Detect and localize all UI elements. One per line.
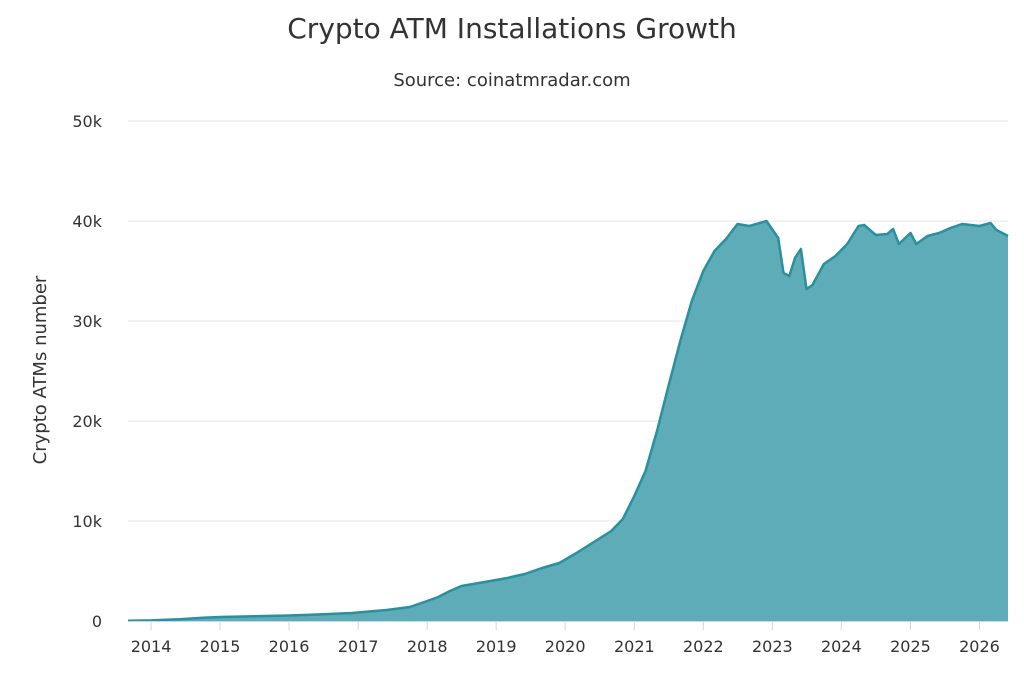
area-layer bbox=[127, 219, 1009, 622]
x-axis-ticks: 2014 2015 2016 2017 2018 2019 2020 2021 2022 2023… bbox=[128, 621, 1008, 656]
y-tick-label: 20k bbox=[72, 412, 102, 431]
y-tick-label: 40k bbox=[72, 212, 102, 231]
x-tick-label: 2016 bbox=[269, 637, 310, 656]
x-tick-label: 2026 bbox=[959, 637, 1000, 656]
x-tick-label: 2019 bbox=[476, 637, 517, 656]
x-tick-label: 2017 bbox=[338, 637, 379, 656]
y-axis-label: Crypto ATMs number bbox=[30, 275, 51, 464]
y-axis-ticks: 0 10k 20k 30k 40k 50k bbox=[72, 112, 102, 631]
x-tick-label: 2022 bbox=[683, 637, 724, 656]
chart-subtitle: Source: coinatmradar.com bbox=[393, 70, 631, 91]
y-tick-label: 10k bbox=[72, 512, 102, 531]
x-tick-label: 2020 bbox=[545, 637, 586, 656]
y-tick-label: 30k bbox=[72, 312, 102, 331]
x-tick-label: 2015 bbox=[200, 637, 241, 656]
chart-title: Crypto ATM Installations Growth bbox=[287, 12, 737, 45]
y-tick-label: 50k bbox=[72, 112, 102, 131]
x-tick-label: 2021 bbox=[614, 637, 655, 656]
x-tick-label: 2014 bbox=[131, 637, 172, 656]
x-tick-label: 2018 bbox=[407, 637, 448, 656]
x-tick-label: 2023 bbox=[752, 637, 793, 656]
series-line bbox=[127, 219, 1009, 622]
y-tick-label: 0 bbox=[92, 612, 102, 631]
x-tick-label: 2025 bbox=[890, 637, 931, 656]
area-fill bbox=[128, 221, 1008, 621]
x-tick-label: 2024 bbox=[821, 637, 862, 656]
